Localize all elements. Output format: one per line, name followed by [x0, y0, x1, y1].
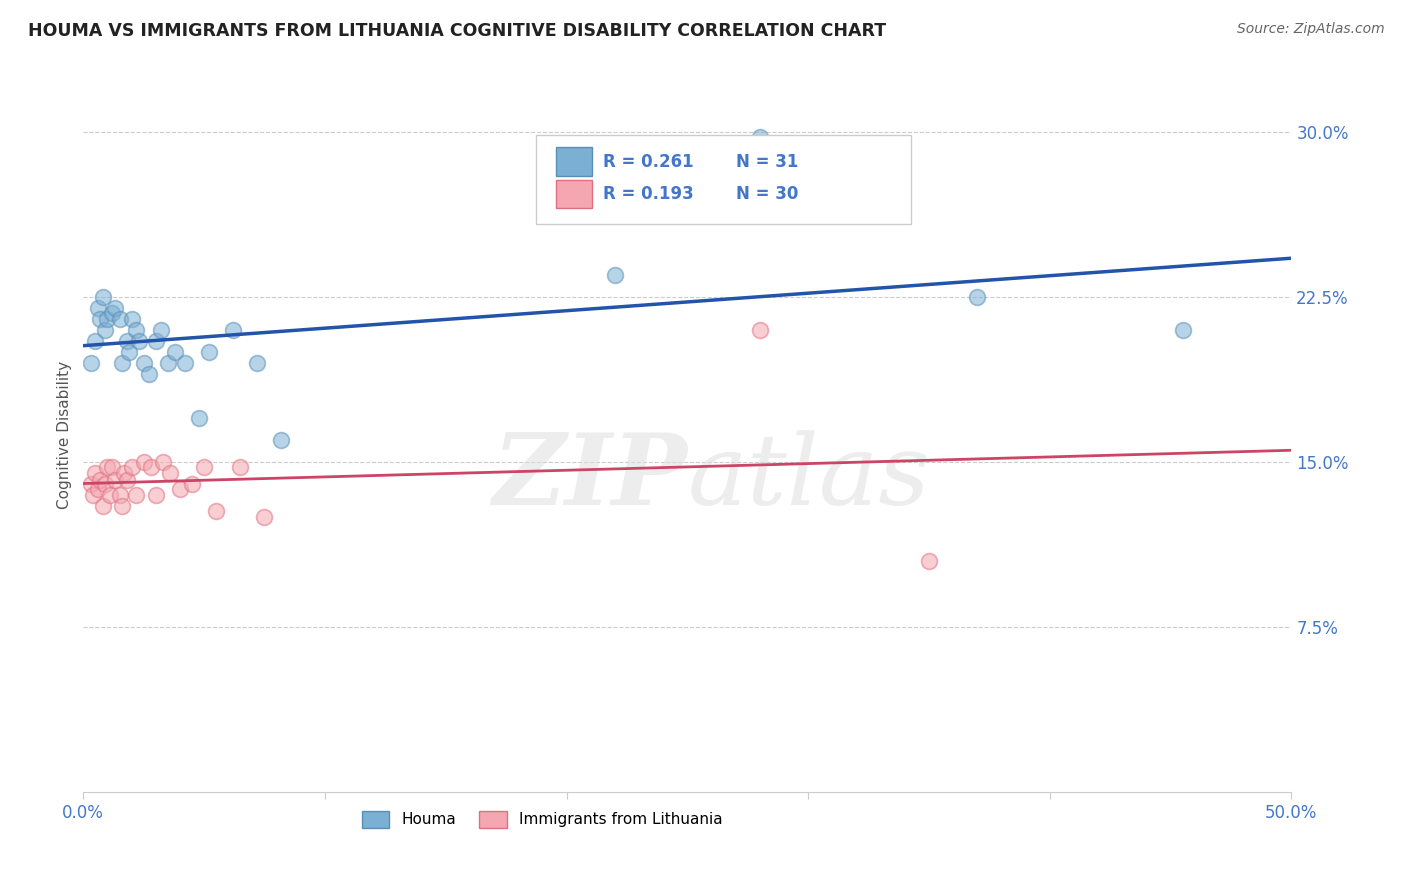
Point: [173, 356, 195, 370]
Point: [96, 312, 118, 326]
Point: [111, 499, 134, 513]
Point: [159, 466, 181, 480]
Point: [101, 306, 124, 320]
Text: ZIP: ZIP: [492, 429, 688, 525]
Point: [108, 488, 131, 502]
Point: [91, 290, 114, 304]
Point: [87, 301, 110, 316]
Point: [149, 323, 172, 337]
Point: [139, 459, 162, 474]
Point: [108, 312, 131, 326]
FancyBboxPatch shape: [555, 179, 592, 208]
Point: [169, 482, 191, 496]
Point: [125, 323, 148, 337]
Point: [1171, 323, 1194, 337]
Point: [748, 129, 770, 144]
Text: Source: ZipAtlas.com: Source: ZipAtlas.com: [1237, 22, 1385, 37]
Point: [128, 334, 150, 349]
Point: [270, 433, 292, 447]
Text: N = 31: N = 31: [735, 153, 799, 170]
FancyBboxPatch shape: [536, 135, 911, 224]
Point: [181, 477, 204, 491]
Point: [104, 473, 127, 487]
Point: [111, 356, 134, 370]
Y-axis label: Cognitive Disability: Cognitive Disability: [58, 360, 72, 508]
Point: [748, 323, 770, 337]
Point: [121, 312, 143, 326]
Text: R = 0.261: R = 0.261: [603, 153, 693, 170]
Point: [115, 334, 138, 349]
Point: [132, 356, 155, 370]
Point: [82, 488, 104, 502]
Point: [89, 312, 111, 326]
Point: [152, 455, 174, 469]
Point: [229, 459, 252, 474]
Point: [132, 455, 155, 469]
Point: [246, 356, 269, 370]
Point: [603, 268, 626, 283]
Point: [118, 345, 141, 359]
Point: [96, 459, 118, 474]
Point: [115, 473, 138, 487]
Text: HOUMA VS IMMIGRANTS FROM LITHUANIA COGNITIVE DISABILITY CORRELATION CHART: HOUMA VS IMMIGRANTS FROM LITHUANIA COGNI…: [28, 22, 886, 40]
Point: [966, 290, 988, 304]
Text: N = 30: N = 30: [735, 185, 799, 202]
Point: [198, 345, 221, 359]
Point: [79, 477, 101, 491]
Point: [222, 323, 245, 337]
Point: [145, 334, 167, 349]
Text: atlas: atlas: [688, 430, 929, 525]
Point: [98, 488, 121, 502]
Point: [89, 473, 111, 487]
Point: [79, 356, 101, 370]
Point: [138, 368, 160, 382]
Point: [145, 488, 167, 502]
Text: R = 0.193: R = 0.193: [603, 185, 693, 202]
Point: [91, 499, 114, 513]
Legend: Houma, Immigrants from Lithuania: Houma, Immigrants from Lithuania: [356, 805, 728, 834]
Point: [156, 356, 179, 370]
Point: [253, 510, 276, 524]
Point: [104, 301, 127, 316]
Point: [188, 411, 211, 425]
Point: [125, 488, 148, 502]
Point: [193, 459, 215, 474]
Point: [165, 345, 187, 359]
Point: [205, 503, 228, 517]
Point: [87, 482, 110, 496]
Point: [918, 554, 941, 568]
Point: [101, 459, 124, 474]
FancyBboxPatch shape: [555, 147, 592, 176]
Point: [94, 323, 117, 337]
Point: [84, 466, 107, 480]
Point: [84, 334, 107, 349]
Point: [94, 477, 117, 491]
Point: [121, 459, 143, 474]
Point: [112, 466, 135, 480]
